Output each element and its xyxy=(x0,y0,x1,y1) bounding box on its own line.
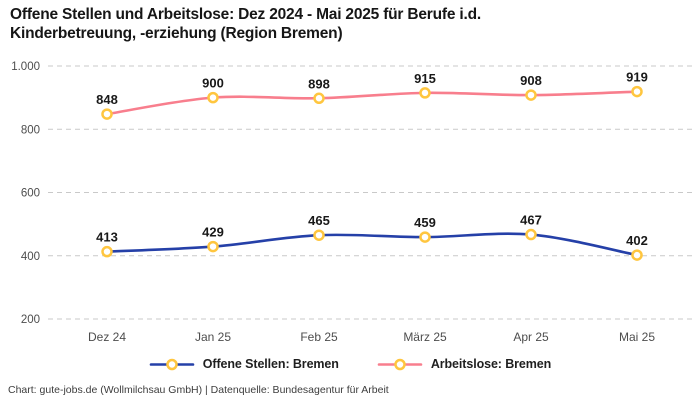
series-line xyxy=(105,90,639,116)
data-point-marker xyxy=(101,245,113,258)
legend-label: Arbeitslose: Bremen xyxy=(430,357,552,371)
data-label: 465 xyxy=(308,213,330,228)
data-label: 900 xyxy=(202,76,224,91)
data-point-marker xyxy=(207,240,219,253)
data-label: 919 xyxy=(626,70,648,85)
x-tick-label: Apr 25 xyxy=(513,330,549,344)
x-tick-label: März 25 xyxy=(403,330,447,344)
y-tick-label: 600 xyxy=(21,188,40,200)
data-point-marker xyxy=(313,229,325,241)
data-point-marker xyxy=(207,91,219,104)
data-point-marker xyxy=(631,249,643,261)
data-point-marker xyxy=(313,92,325,105)
data-label: 413 xyxy=(96,230,118,245)
data-point-marker xyxy=(101,108,113,120)
x-tick-label: Dez 24 xyxy=(88,330,126,344)
legend-label: Offene Stellen: Bremen xyxy=(202,357,339,371)
data-point-marker xyxy=(525,89,537,101)
data-label: 848 xyxy=(96,92,118,107)
y-tick-label: 800 xyxy=(21,124,40,136)
data-point-marker xyxy=(631,85,643,98)
data-point-marker xyxy=(419,87,431,99)
x-tick-label: Mai 25 xyxy=(619,330,655,344)
data-label: 429 xyxy=(202,225,224,240)
x-tick-label: Jan 25 xyxy=(195,330,231,344)
y-tick-label: 400 xyxy=(21,251,40,263)
data-label: 402 xyxy=(626,233,648,248)
chart-credit: Chart: gute-jobs.de (Wollmilchsau GmbH) … xyxy=(8,384,389,396)
y-tick-label: 1.000 xyxy=(11,61,40,73)
data-point-marker xyxy=(419,231,431,243)
chart-legend: Offene Stellen: Bremen Arbeitslose: Breme… xyxy=(0,357,700,371)
legend-item: Offene Stellen: Bremen xyxy=(149,357,339,371)
data-label: 908 xyxy=(520,73,542,88)
y-tick-label: 200 xyxy=(21,314,40,326)
legend-item: Arbeitslose: Bremen xyxy=(377,357,551,371)
data-label: 915 xyxy=(414,71,436,86)
x-tick-label: Feb 25 xyxy=(300,330,338,344)
legend-line-marker-icon xyxy=(377,358,423,370)
data-label: 459 xyxy=(414,215,436,230)
data-label: 898 xyxy=(308,76,330,91)
chart-canvas: 1.000 800 600 400 200 Dez 24 Jan 25 Feb 25 März … xyxy=(11,61,692,344)
legend-line-marker-icon xyxy=(149,358,195,370)
data-label: 467 xyxy=(520,213,542,228)
series-line xyxy=(105,232,639,257)
chart-title: Offene Stellen und Arbeitslose: Dez 2024… xyxy=(10,6,481,42)
data-point-marker xyxy=(525,228,537,241)
